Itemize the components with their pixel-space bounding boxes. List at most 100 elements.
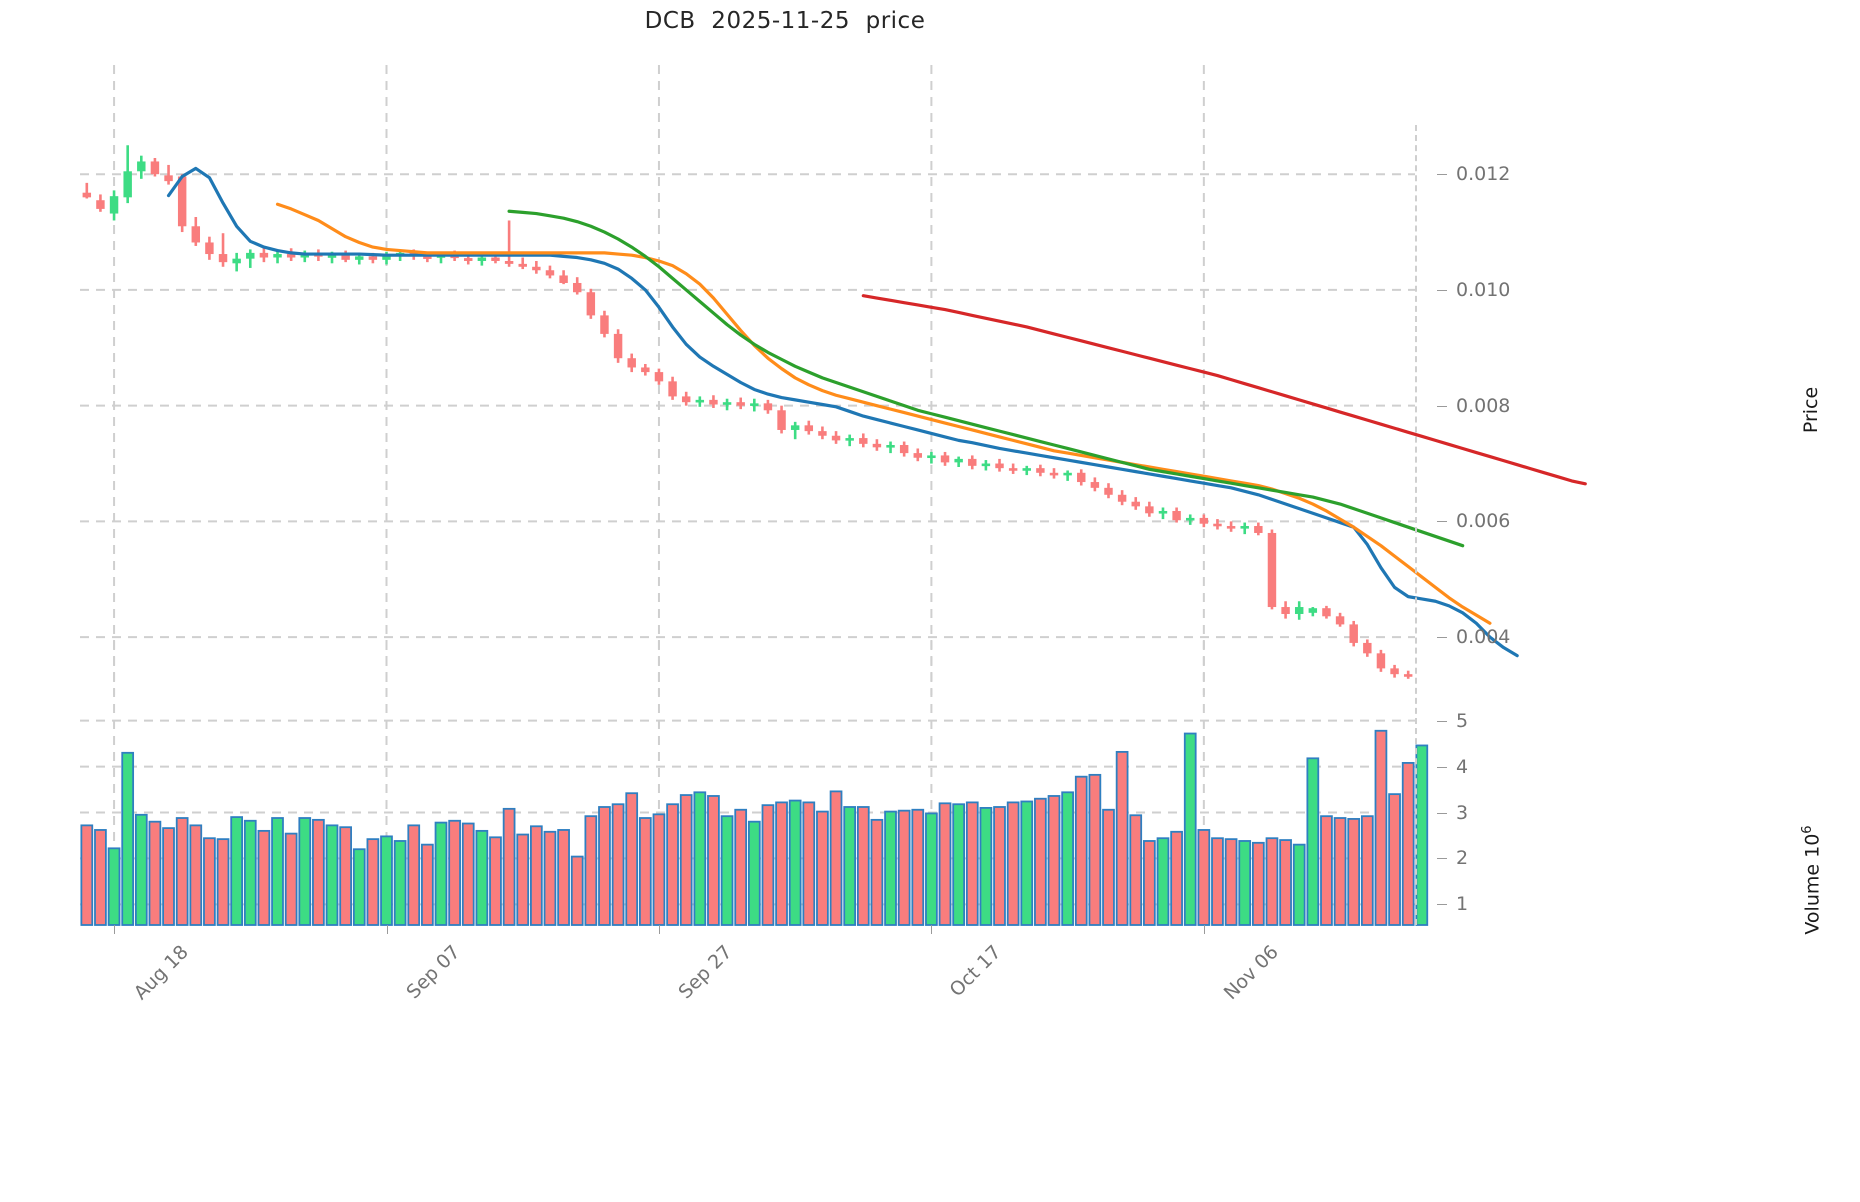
candlestick xyxy=(899,441,909,457)
volume-bar xyxy=(557,829,570,926)
volume-chart-panel xyxy=(80,640,1429,926)
price-tick-label: 0.012 xyxy=(1456,163,1511,186)
candlestick xyxy=(559,270,568,285)
candlestick xyxy=(845,434,854,447)
candlestick xyxy=(1403,670,1413,679)
volume-bar xyxy=(802,801,816,926)
candlestick xyxy=(1186,514,1195,525)
candlestick xyxy=(232,252,241,272)
candlestick xyxy=(1363,639,1372,657)
candlestick xyxy=(968,455,977,470)
volume-bar xyxy=(243,819,257,926)
candlestick xyxy=(1172,507,1181,523)
volume-bar xyxy=(502,807,516,926)
candlestick xyxy=(1022,465,1031,476)
candlestick xyxy=(654,368,664,385)
candlestick xyxy=(1254,522,1263,536)
price-tick-mark xyxy=(1437,521,1447,523)
volume-bar xyxy=(530,825,543,926)
volume-bar xyxy=(570,855,584,926)
volume-bar xyxy=(1320,815,1333,926)
volume-bar xyxy=(1006,801,1020,926)
candlestick xyxy=(913,448,923,462)
candlestick xyxy=(341,250,350,263)
candlestick xyxy=(504,220,514,267)
volume-bar xyxy=(816,810,829,926)
volume-bar xyxy=(1238,840,1252,926)
volume-bar xyxy=(720,815,734,926)
candlestick xyxy=(1145,501,1154,517)
volume-bar xyxy=(175,817,189,926)
price-tick-mark xyxy=(1437,405,1447,407)
moving-average-line xyxy=(275,202,1492,625)
price-tick-mark xyxy=(1437,174,1447,176)
candlestick xyxy=(804,420,814,435)
volume-bar xyxy=(965,801,979,926)
volume-bar xyxy=(203,837,216,926)
volume-bar xyxy=(543,830,557,926)
price-tick-mark xyxy=(1437,637,1447,639)
volume-bar xyxy=(1156,837,1170,926)
candlestick xyxy=(1226,521,1236,532)
volume-bar xyxy=(1143,840,1156,926)
volume-bar xyxy=(1374,729,1388,926)
candlestick xyxy=(545,265,555,279)
volume-bar xyxy=(312,818,325,926)
volume-bar xyxy=(1170,830,1183,926)
x-tick-label: Oct 17 xyxy=(945,941,1007,1002)
candlestick xyxy=(641,363,650,376)
candlestick xyxy=(859,433,868,448)
candlestick xyxy=(218,233,228,267)
x-tick-mark xyxy=(658,925,660,934)
candlestick xyxy=(1090,477,1100,492)
volume-bar xyxy=(897,809,911,926)
volume-bar xyxy=(693,791,707,926)
candlestick xyxy=(1049,468,1059,479)
volume-bar xyxy=(1306,757,1320,926)
candlestick xyxy=(872,439,882,451)
candlestick xyxy=(736,397,745,410)
volume-bar xyxy=(107,847,121,926)
candlestick xyxy=(613,329,623,363)
volume-bar xyxy=(1388,793,1401,926)
volume-bar xyxy=(284,832,298,926)
volume-bar xyxy=(352,848,366,926)
volume-bar xyxy=(162,827,175,926)
volume-bar xyxy=(1415,744,1429,926)
candlestick xyxy=(600,310,609,338)
volume-bar xyxy=(666,803,679,926)
candlestick xyxy=(123,145,132,204)
candlestick xyxy=(1213,519,1222,530)
volume-tick-mark xyxy=(1437,766,1447,768)
price-chart-panel xyxy=(80,65,1587,695)
volume-tick-label: 4 xyxy=(1456,755,1469,778)
price-tick-label: 0.008 xyxy=(1456,394,1511,417)
volume-bar xyxy=(1197,829,1211,926)
volume-bar xyxy=(1347,818,1361,926)
volume-bar xyxy=(1251,841,1265,926)
candlestick xyxy=(954,456,963,467)
volume-bar xyxy=(1401,762,1415,926)
volume-bar xyxy=(979,807,993,926)
volume-bar xyxy=(257,829,271,926)
candlestick xyxy=(981,460,991,471)
volume-bar xyxy=(1034,797,1047,926)
x-tick-mark xyxy=(114,925,116,934)
volume-bar xyxy=(788,799,802,926)
price-tick-label: 0.006 xyxy=(1456,510,1511,533)
candlestick xyxy=(695,396,705,407)
candlestick xyxy=(1008,463,1018,474)
price-axis-title: Price xyxy=(1800,386,1822,434)
volume-bar xyxy=(189,824,203,926)
volume-bar xyxy=(707,795,720,926)
volume-bar xyxy=(489,836,502,926)
page-title: DCB 2025-11-25 price xyxy=(644,8,926,34)
volume-bar xyxy=(121,751,135,926)
candlestick xyxy=(1376,649,1386,672)
volume-bar xyxy=(366,838,380,926)
right-spine-divider xyxy=(1415,125,1417,925)
volume-bar xyxy=(1074,775,1088,926)
candlestick xyxy=(572,277,582,295)
volume-bar xyxy=(80,824,94,926)
